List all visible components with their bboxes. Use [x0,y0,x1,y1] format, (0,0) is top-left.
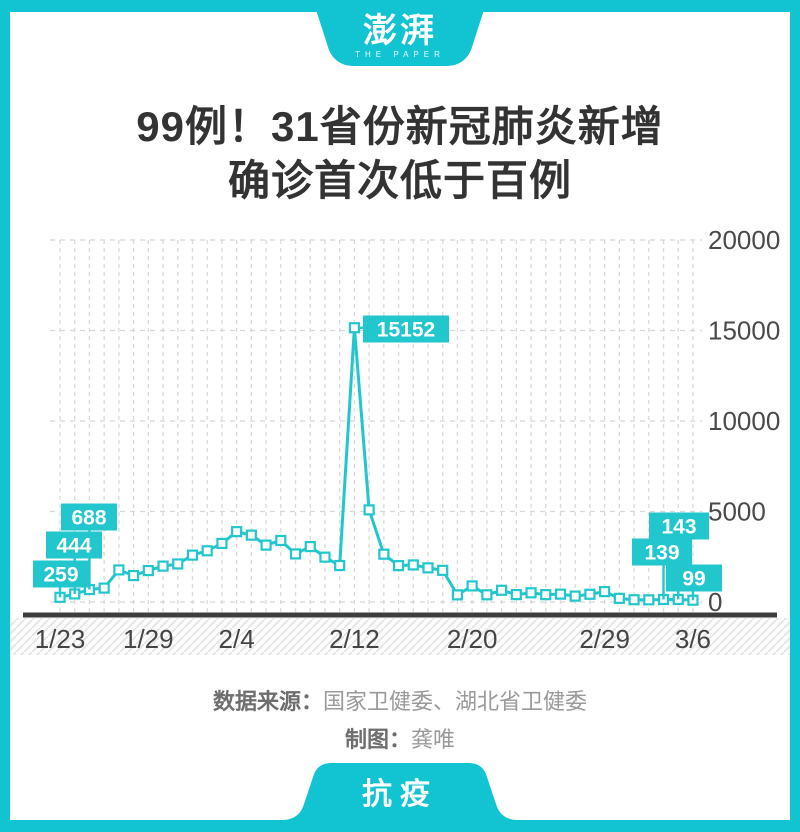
x-axis-tick-label: 1/23 [35,624,86,654]
y-axis-tick-label: 10000 [708,406,780,436]
footer-tab-shape [282,763,518,820]
data-point-marker [378,548,390,560]
page-title: 99例！31省份新冠肺炎新增 确诊首次低于百例 [0,100,800,208]
data-point-marker [128,569,140,582]
callout-value: 99 [682,568,705,591]
data-point-marker [348,322,360,334]
data-point-marker [231,526,243,538]
callout-value: 15152 [377,319,435,342]
credit-label: 制图： [344,727,411,752]
data-point-marker [643,594,655,606]
data-point-marker [363,504,375,516]
callout-value: 259 [43,564,78,587]
callout-box [632,538,692,566]
header-logo-tab: 澎湃 THE PAPER [302,0,498,66]
data-point-marker [260,539,272,551]
data-point-marker [540,589,552,601]
data-point-marker [407,559,419,571]
chart-svg: 0 5000 10000 15000 20000 1/23 1/29 2/4 2/12 2/20 2… [10,225,790,655]
data-point-marker [319,551,331,563]
title-line-2: 确诊首次低于百例 [227,157,572,204]
data-source-line: 数据来源：国家卫健委、湖北省卫健委 [0,684,800,716]
data-point-marker [451,589,464,601]
thepaper-logo: 澎湃 [363,12,437,50]
data-point-marker [157,560,169,572]
credit-line: 制图：龚唯 [0,722,800,754]
frame-left-bar [0,0,10,832]
data-point-marker [422,562,434,574]
logo-tab-shape [302,0,498,66]
data-point-marker [554,588,567,600]
data-point-marker [334,559,346,572]
data-point-marker [201,545,213,557]
data-point-marker [510,588,522,601]
data-point-marker [437,564,449,576]
footer-tag-label: 抗疫 [362,777,438,811]
data-point-marker [496,584,508,596]
y-axis-tick-label: 20000 [708,228,780,255]
data-point-marker [569,590,581,602]
data-point-marker [172,558,184,570]
data-point-marker [613,592,625,604]
y-axis-tick-label: 15000 [708,316,780,346]
data-point-marker [113,564,125,576]
callout-value: 139 [644,542,679,565]
data-point-marker [304,540,316,553]
callout-value: 688 [71,507,106,530]
callout-box [61,503,117,531]
callout-value: 143 [661,516,696,539]
x-axis-tick-label: 3/6 [675,624,711,654]
data-point-marker [466,580,478,592]
callout-box [33,560,89,588]
data-point-marker [481,589,493,601]
data-point-marker [289,548,302,560]
title-line-1: 99例！31省份新冠肺炎新增 [136,103,664,150]
callout-box [649,512,709,540]
x-axis-hatch-band [10,618,790,655]
data-point-marker [142,564,154,577]
y-axis-tick-label: 5000 [708,497,766,527]
callout-box [46,531,102,559]
data-point-marker [599,586,611,598]
data-point-marker [628,594,640,606]
data-point-marker [245,529,257,541]
callout-value: 444 [56,535,91,558]
data-point-marker [392,560,405,572]
data-source-label: 数据来源： [212,689,323,714]
thepaper-logo-subtext: THE PAPER [355,50,445,59]
data-source-value: 国家卫健委、湖北省卫健委 [323,689,588,714]
data-point-marker [525,587,537,599]
data-point-marker [216,537,228,550]
data-point-marker [98,582,110,594]
credit-value: 龚唯 [411,727,456,752]
data-point-marker [584,588,596,600]
y-axis-tick-label: 0 [708,587,722,617]
x-axis-tick-label: 2/29 [579,624,630,654]
chart-area: 0 5000 10000 15000 20000 1/23 1/29 2/4 2/12 2/20 2… [0,225,800,660]
frame-right-bar [790,0,800,832]
x-axis-tick-label: 2/12 [329,624,380,654]
data-point-marker [275,534,287,547]
x-axis-tick-label: 2/20 [447,624,498,654]
data-line [59,326,694,602]
frame-bottom-bar [0,820,800,832]
callout-box [666,564,722,592]
x-axis-tick-label: 1/29 [123,624,174,654]
callout-box [363,315,449,343]
footer-tag-tab: 抗疫 [282,763,518,820]
data-point-marker [186,549,199,561]
x-axis-tick-label: 2/4 [219,624,255,654]
